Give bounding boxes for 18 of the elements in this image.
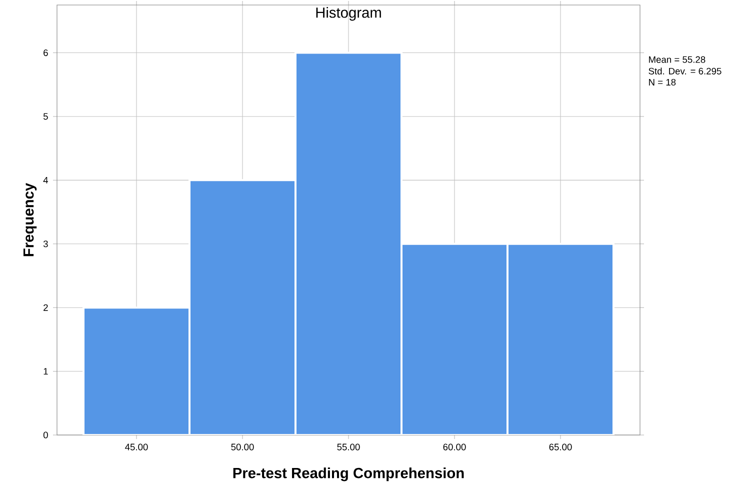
- x-tick-label: 65.00: [549, 444, 572, 450]
- y-tick-label: 0: [43, 432, 48, 438]
- y-tick-label: 3: [43, 240, 48, 248]
- x-axis-title: Pre-test Reading Comprehension: [233, 468, 464, 482]
- x-tick-label: 45.00: [125, 444, 148, 450]
- chart-title: Histogram: [316, 7, 381, 21]
- y-tick-label: 5: [43, 113, 48, 120]
- text: Std. Dev. = 6.295: [648, 68, 722, 75]
- x-tick-label: 60.00: [443, 444, 466, 450]
- y-tick-label: 2: [44, 304, 48, 312]
- y-tick-label: 6: [44, 50, 48, 56]
- x-tick-label: 55.00: [337, 444, 360, 450]
- text: N = 18: [649, 79, 676, 86]
- y-tick-label: 4: [43, 177, 48, 184]
- y-tick-label: 1: [44, 368, 48, 375]
- text: Mean = 55.28: [649, 56, 706, 64]
- x-tick-label: 50.00: [231, 444, 254, 450]
- y-axis-title: Frequency: [23, 183, 37, 256]
